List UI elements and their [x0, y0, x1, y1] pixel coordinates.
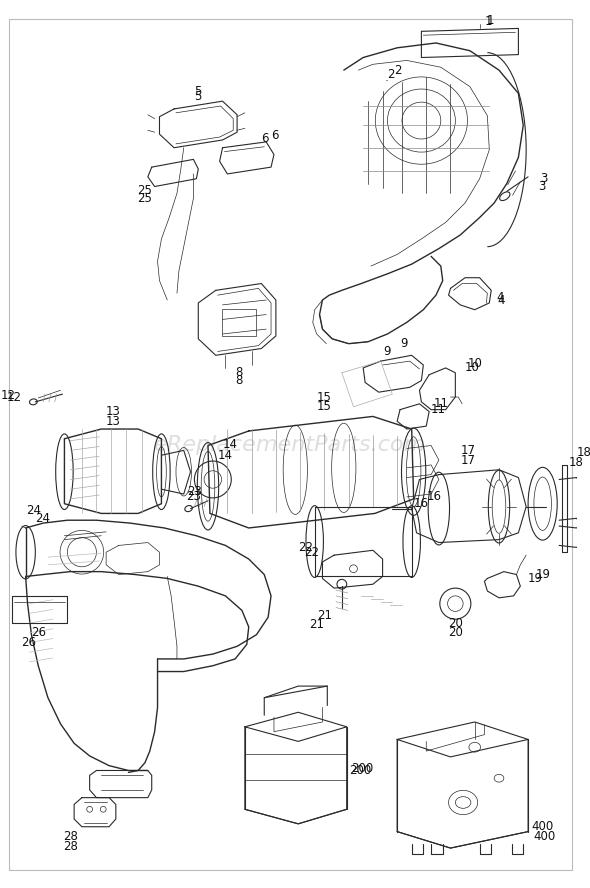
Text: 13: 13	[106, 415, 120, 428]
Text: 12: 12	[6, 391, 22, 403]
Text: 5: 5	[195, 85, 202, 98]
Text: 22: 22	[298, 541, 313, 554]
Text: 17: 17	[460, 454, 476, 466]
Text: 13: 13	[106, 405, 120, 418]
Text: 10: 10	[468, 357, 483, 369]
Text: 15: 15	[317, 400, 332, 413]
Text: 26: 26	[31, 626, 46, 639]
Text: 17: 17	[460, 444, 476, 456]
Text: 200: 200	[352, 762, 374, 775]
Text: eReplacementParts.com: eReplacementParts.com	[155, 434, 427, 455]
Text: 28: 28	[63, 840, 78, 852]
Text: 8: 8	[235, 374, 242, 387]
Text: 16: 16	[426, 490, 441, 503]
Text: 25: 25	[137, 184, 152, 197]
Text: 400: 400	[531, 821, 553, 833]
Text: 23: 23	[186, 490, 201, 503]
Text: 20: 20	[448, 626, 463, 639]
Text: 14: 14	[218, 448, 232, 462]
Text: 14: 14	[222, 438, 238, 451]
Text: 400: 400	[533, 830, 555, 843]
Text: 21: 21	[309, 618, 325, 631]
Text: 2: 2	[388, 67, 395, 81]
Text: 19: 19	[528, 572, 543, 585]
Text: 28: 28	[63, 830, 78, 843]
Text: 24: 24	[35, 511, 50, 525]
Text: 24: 24	[25, 504, 41, 517]
Text: 4: 4	[496, 290, 504, 304]
Text: 23: 23	[187, 485, 202, 497]
Text: 26: 26	[21, 636, 36, 649]
Text: 15: 15	[317, 391, 332, 403]
Text: 25: 25	[137, 192, 152, 204]
Text: 10: 10	[465, 361, 480, 375]
Text: 8: 8	[235, 366, 242, 379]
Text: 9: 9	[400, 337, 408, 350]
Text: 3: 3	[540, 172, 547, 186]
Text: 16: 16	[414, 497, 429, 511]
Text: 18: 18	[569, 456, 584, 469]
Text: 19: 19	[536, 568, 551, 581]
Text: 3: 3	[538, 180, 545, 193]
Text: 21: 21	[317, 609, 332, 622]
Text: 9: 9	[384, 345, 391, 358]
Text: 2: 2	[394, 64, 402, 76]
Text: 20: 20	[448, 616, 463, 630]
Text: 11: 11	[431, 403, 446, 416]
Text: 5: 5	[195, 90, 202, 103]
Text: 6: 6	[271, 129, 278, 141]
Bar	[222, 309, 256, 336]
Text: 22: 22	[304, 546, 320, 559]
Text: 1: 1	[486, 14, 494, 28]
Text: 1: 1	[484, 15, 492, 28]
Text: 4: 4	[497, 294, 504, 306]
Text: 11: 11	[434, 397, 449, 410]
Text: 12: 12	[1, 389, 16, 401]
Text: 6: 6	[261, 131, 269, 145]
Text: 18: 18	[576, 446, 590, 459]
Text: 200: 200	[350, 764, 372, 777]
